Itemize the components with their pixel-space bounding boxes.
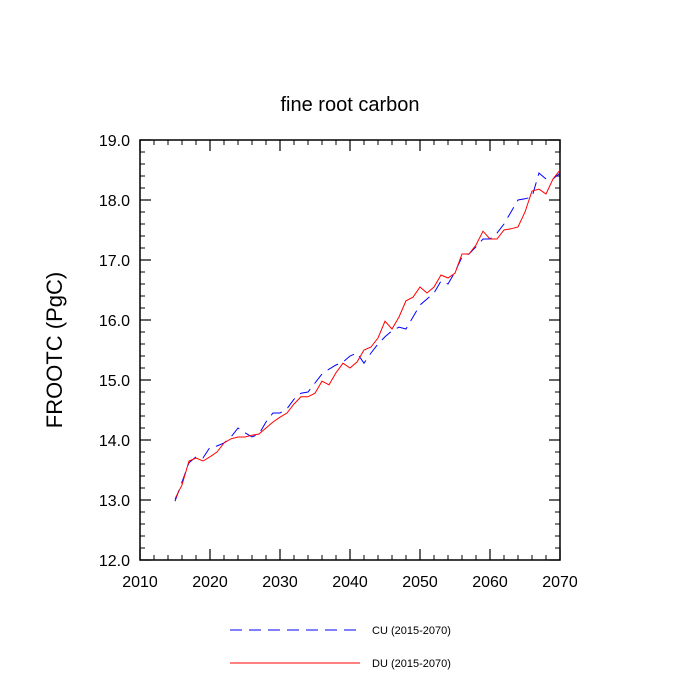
y-tick-label: 16.0 xyxy=(99,313,130,330)
chart-title: fine root carbon xyxy=(281,94,420,116)
series-line-cu xyxy=(174,172,561,502)
x-tick-label: 2010 xyxy=(122,574,158,591)
x-tick-label: 2030 xyxy=(262,574,298,591)
y-tick-label: 14.0 xyxy=(99,433,130,450)
x-tick-label: 2040 xyxy=(332,574,368,591)
y-tick-label: 13.0 xyxy=(99,493,130,510)
y-tick-label: 17.0 xyxy=(99,253,130,270)
x-tick-label: 2020 xyxy=(192,574,228,591)
y-tick-label: 19.0 xyxy=(99,133,130,150)
y-axis-label: FROOTC (PgC) xyxy=(42,272,67,428)
x-tick-label: 2050 xyxy=(402,574,438,591)
y-tick-label: 18.0 xyxy=(99,193,130,210)
y-tick-label: 12.0 xyxy=(99,553,130,570)
x-tick-label: 2060 xyxy=(472,574,508,591)
series-line-du xyxy=(174,169,561,500)
plot-area: 2010 2020 2030 2040 2050 2060 2070 12.0 13.0 14.0… xyxy=(99,133,578,591)
y-tick-label: 15.0 xyxy=(99,373,130,390)
x-tick-label: 2070 xyxy=(542,574,578,591)
legend-label-cu: CU (2015-2070) xyxy=(372,625,451,637)
legend-label-du: DU (2015-2070) xyxy=(372,658,451,670)
legend: CU (2015-2070) DU (2015-2070) xyxy=(230,625,451,670)
plot-frame xyxy=(139,139,561,561)
